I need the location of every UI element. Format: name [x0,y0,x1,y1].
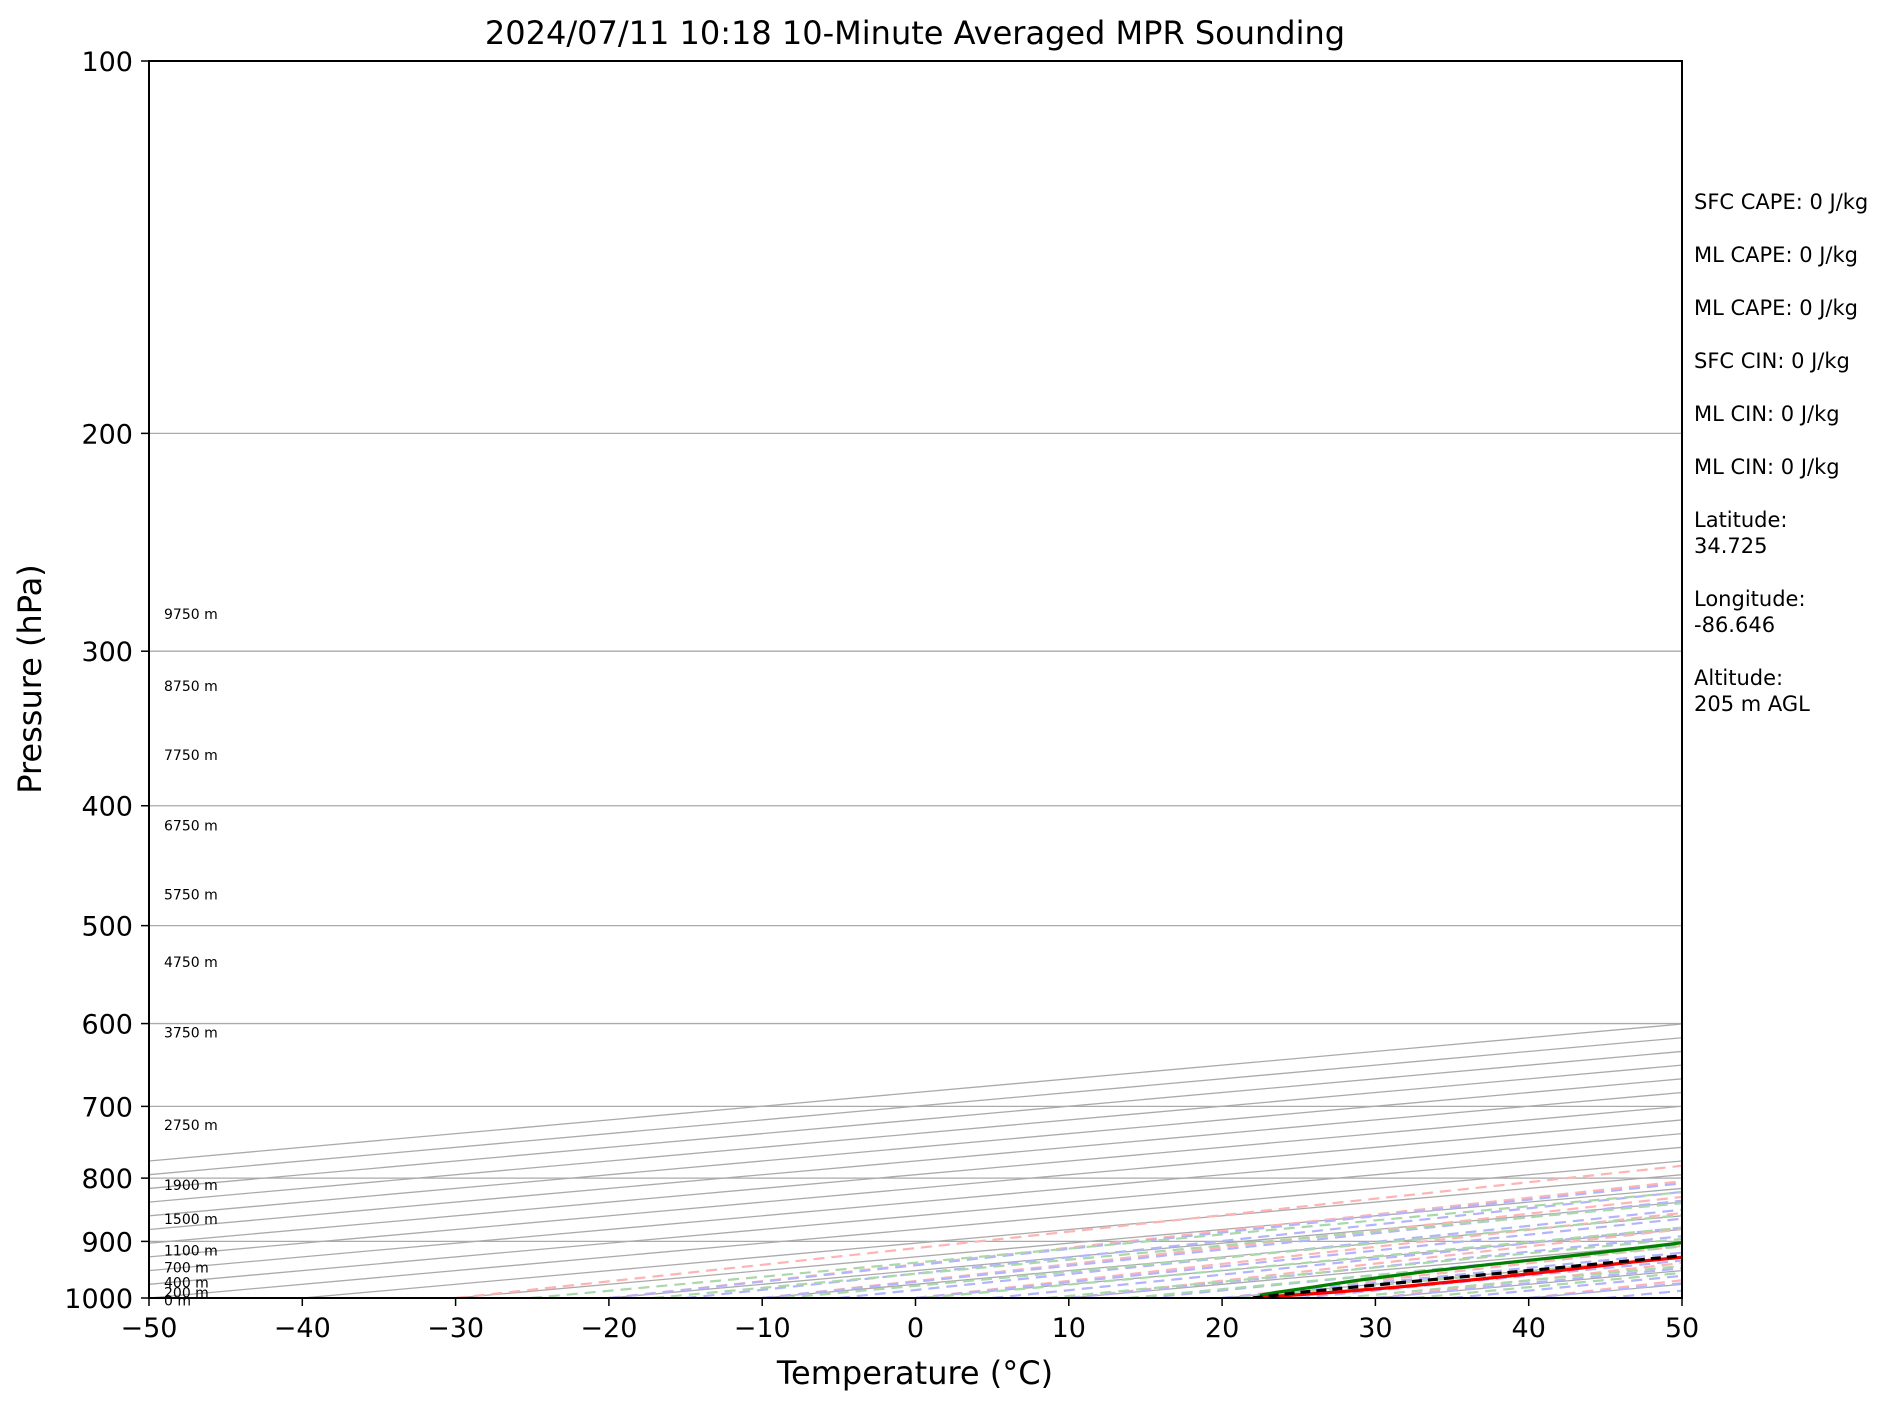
height-label: 1900 m [164,1178,218,1194]
info-annotation: ML CIN: 0 J/kg [1694,455,1840,479]
isotherm-line [302,1174,1682,1298]
mixing-ratio-line [1339,1265,1682,1298]
x-tick-label: 30 [1358,1313,1392,1344]
height-label: 2750 m [164,1118,218,1134]
height-label: 7750 m [164,748,218,764]
x-tick-label: 20 [1205,1313,1239,1344]
isotherm-line [149,1078,1682,1217]
moist-adiabat [838,1208,1682,1298]
y-tick-label: 900 [81,1227,133,1258]
height-label: 1500 m [164,1212,218,1228]
y-tick-label: 700 [81,1092,133,1123]
height-label: 4750 m [164,955,218,971]
temperature-profile [1252,1255,1682,1298]
y-tick-label: 400 [81,792,133,823]
y-tick-label: 600 [81,1010,133,1041]
x-tick-label: −20 [580,1313,637,1344]
x-tick-label: −40 [274,1313,331,1344]
mixing-ratio-line [652,1202,1682,1298]
height-label: 8750 m [164,679,218,695]
isotherm-line [455,1187,1682,1298]
height-label: 700 m [164,1261,209,1277]
isotherm-line [149,1064,1682,1203]
dry-adiabat [455,1164,1682,1298]
x-axis-label: Temperature (°C) [776,1354,1053,1392]
y-tick-label: 500 [81,912,133,943]
height-label: 1100 m [164,1243,218,1259]
x-tick-label: 50 [1665,1313,1699,1344]
height-label: 5750 m [164,888,218,904]
y-axis-label: Pressure (hPa) [11,564,49,794]
x-tick-label: −30 [427,1313,484,1344]
x-tick-label: 0 [907,1313,924,1344]
isotherm-line [149,1105,1682,1244]
y-tick-label: 100 [81,47,133,78]
isotherm-line [149,1023,1682,1162]
height-label: 400 m [164,1276,209,1292]
height-label: 200 m [164,1286,209,1302]
chart-title: 2024/07/11 10:18 10-Minute Averaged MPR … [485,14,1345,52]
isotherm-line [149,1050,1682,1190]
info-annotation: Latitude: 34.725 [1694,508,1788,558]
y-tick-label: 200 [81,419,133,450]
dry-adiabat [762,1195,1682,1298]
info-annotation: ML CAPE: 0 J/kg [1694,296,1858,320]
mixing-ratio-line [924,1226,1682,1298]
x-tick-label: −10 [734,1313,791,1344]
y-tick-label: 300 [81,637,133,668]
info-annotation: SFC CAPE: 0 J/kg [1694,190,1868,214]
height-label: 6750 m [164,819,218,835]
height-label: 9750 m [164,607,218,623]
info-annotation: SFC CIN: 0 J/kg [1694,349,1850,373]
info-annotation: ML CAPE: 0 J/kg [1694,243,1858,267]
info-annotation: Altitude: 205 m AGL [1694,666,1810,716]
mixing-ratio-line [1046,1237,1682,1298]
height-label: 3750 m [164,1025,218,1041]
parcel-profile [1252,1254,1682,1298]
mixing-ratio-line [783,1213,1682,1298]
info-annotation: Longitude: -86.646 [1694,587,1806,637]
y-tick-label: 800 [81,1164,133,1195]
mixing-ratio-line [530,1191,1682,1298]
x-tick-label: −50 [121,1313,178,1344]
moist-adiabat [762,1199,1682,1298]
x-tick-label: 40 [1512,1313,1546,1344]
x-tick-label: 10 [1052,1313,1086,1344]
isotherm-line [149,1037,1682,1176]
info-annotation: ML CIN: 0 J/kg [1694,402,1840,426]
y-tick-label: 1000 [64,1284,133,1315]
height-label: 0 m [164,1294,191,1310]
isotherm-line [149,1160,1682,1298]
